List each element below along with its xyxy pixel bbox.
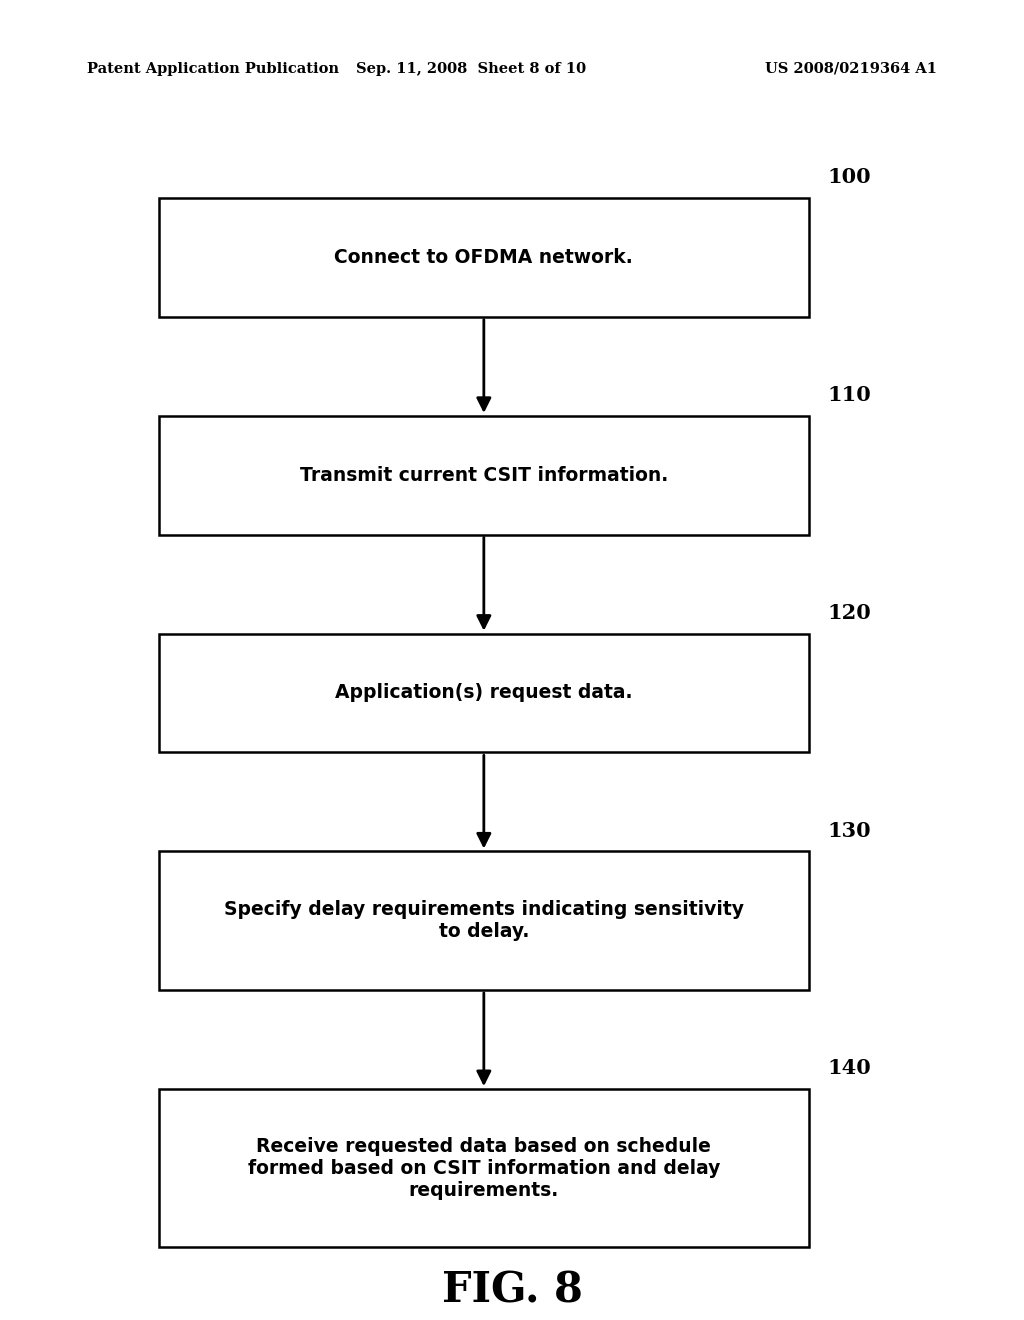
FancyBboxPatch shape [159, 634, 809, 752]
Text: 120: 120 [827, 603, 871, 623]
Text: 130: 130 [827, 821, 871, 841]
Text: Receive requested data based on schedule
formed based on CSIT information and de: Receive requested data based on schedule… [248, 1137, 720, 1200]
Text: 140: 140 [827, 1059, 871, 1078]
Text: FIG. 8: FIG. 8 [441, 1270, 583, 1312]
FancyBboxPatch shape [159, 198, 809, 317]
Text: Sep. 11, 2008  Sheet 8 of 10: Sep. 11, 2008 Sheet 8 of 10 [356, 62, 586, 75]
Text: Connect to OFDMA network.: Connect to OFDMA network. [335, 248, 633, 267]
Text: Specify delay requirements indicating sensitivity
to delay.: Specify delay requirements indicating se… [224, 900, 743, 941]
FancyBboxPatch shape [159, 1089, 809, 1247]
Text: 110: 110 [827, 385, 871, 405]
Text: US 2008/0219364 A1: US 2008/0219364 A1 [765, 62, 937, 75]
FancyBboxPatch shape [159, 851, 809, 990]
Text: 100: 100 [827, 168, 871, 187]
Text: Transmit current CSIT information.: Transmit current CSIT information. [300, 466, 668, 484]
Text: Application(s) request data.: Application(s) request data. [335, 684, 633, 702]
Text: Patent Application Publication: Patent Application Publication [87, 62, 339, 75]
FancyBboxPatch shape [159, 416, 809, 535]
